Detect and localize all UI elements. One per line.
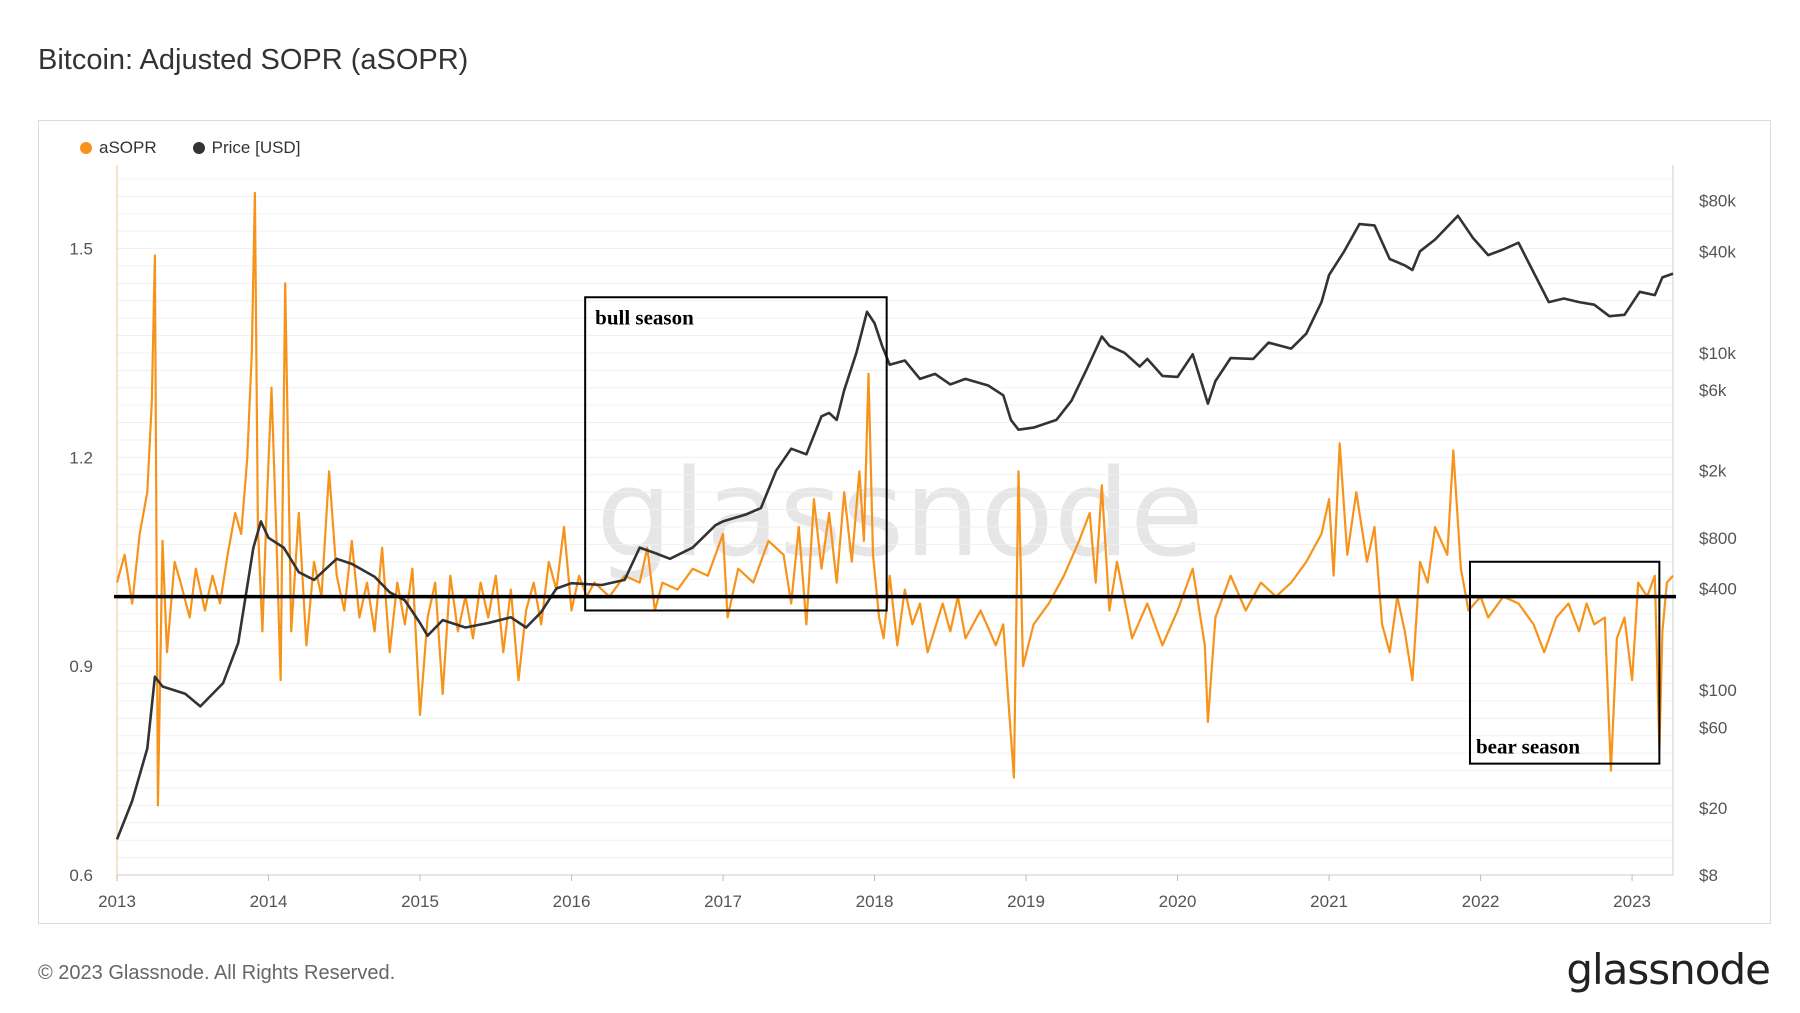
y-right-tick-label: $80k <box>1699 192 1736 211</box>
x-tick-label: 2016 <box>553 892 591 911</box>
price-line <box>115 214 1674 840</box>
bull-season-label: bull season <box>595 305 694 329</box>
bear-season-label: bear season <box>1476 735 1580 759</box>
x-tick-label: 2019 <box>1007 892 1045 911</box>
bull-season-box <box>584 296 888 612</box>
x-tick-label: 2021 <box>1310 892 1348 911</box>
asopr-line <box>115 191 1674 807</box>
annotations: bull season bear season <box>114 296 1676 765</box>
x-tick-label: 2017 <box>704 892 742 911</box>
page-title: Bitcoin: Adjusted SOPR (aSOPR) <box>38 44 469 76</box>
y-right-tick-label: $400 <box>1699 580 1737 599</box>
axes: 2013 2014 2015 2016 2017 2018 2019 2020 2021 2022… <box>69 165 1737 911</box>
y-right-tick-label: $20 <box>1699 799 1727 818</box>
asopr-series <box>115 191 1674 807</box>
copyright: © 2023 Glassnode. All Rights Reserved. <box>38 962 396 984</box>
y-right-tick-label: $800 <box>1699 529 1737 548</box>
x-tick-label: 2014 <box>250 892 288 911</box>
x-tick-label: 2023 <box>1613 892 1651 911</box>
legend-price-label: Price [USD] <box>211 138 301 157</box>
legend-price-dot-icon <box>192 142 205 154</box>
y-left-tick-label: 1.2 <box>69 448 93 467</box>
legend-asopr-dot-icon <box>80 142 92 154</box>
x-tick-label: 2015 <box>401 892 439 911</box>
y-right-tick-label: $40k <box>1699 242 1736 261</box>
y-right-tick-label: $10k <box>1699 344 1736 363</box>
x-tick-label: 2018 <box>856 892 894 911</box>
chart-panel <box>38 120 1771 924</box>
y-right-tick-label: $6k <box>1699 381 1727 400</box>
watermark: glassnode <box>596 445 1204 584</box>
bear-season-box <box>1468 560 1661 765</box>
y-right-tick-label: $2k <box>1699 462 1727 481</box>
legend-item-price[interactable]: Price [USD] <box>192 138 301 158</box>
grid <box>117 178 1673 876</box>
x-tick-label: 2013 <box>98 892 136 911</box>
price-series <box>115 214 1674 840</box>
x-tick-label: 2022 <box>1462 892 1500 911</box>
y-left-tick-label: 0.9 <box>69 657 93 676</box>
y-left-tick-label: 0.6 <box>69 866 93 885</box>
legend-item-asopr[interactable]: aSOPR <box>80 138 157 158</box>
y-right-tick-label: $100 <box>1699 681 1737 700</box>
y-right-tick-label: $60 <box>1699 718 1727 737</box>
y-left-tick-label: 1.5 <box>69 240 93 259</box>
y-right-tick-label: $8 <box>1699 866 1718 885</box>
glassnode-logo: glassnode <box>1566 945 1771 994</box>
legend: aSOPR Price [USD] <box>80 138 300 158</box>
legend-asopr-label: aSOPR <box>99 138 157 157</box>
x-tick-label: 2020 <box>1159 892 1197 911</box>
